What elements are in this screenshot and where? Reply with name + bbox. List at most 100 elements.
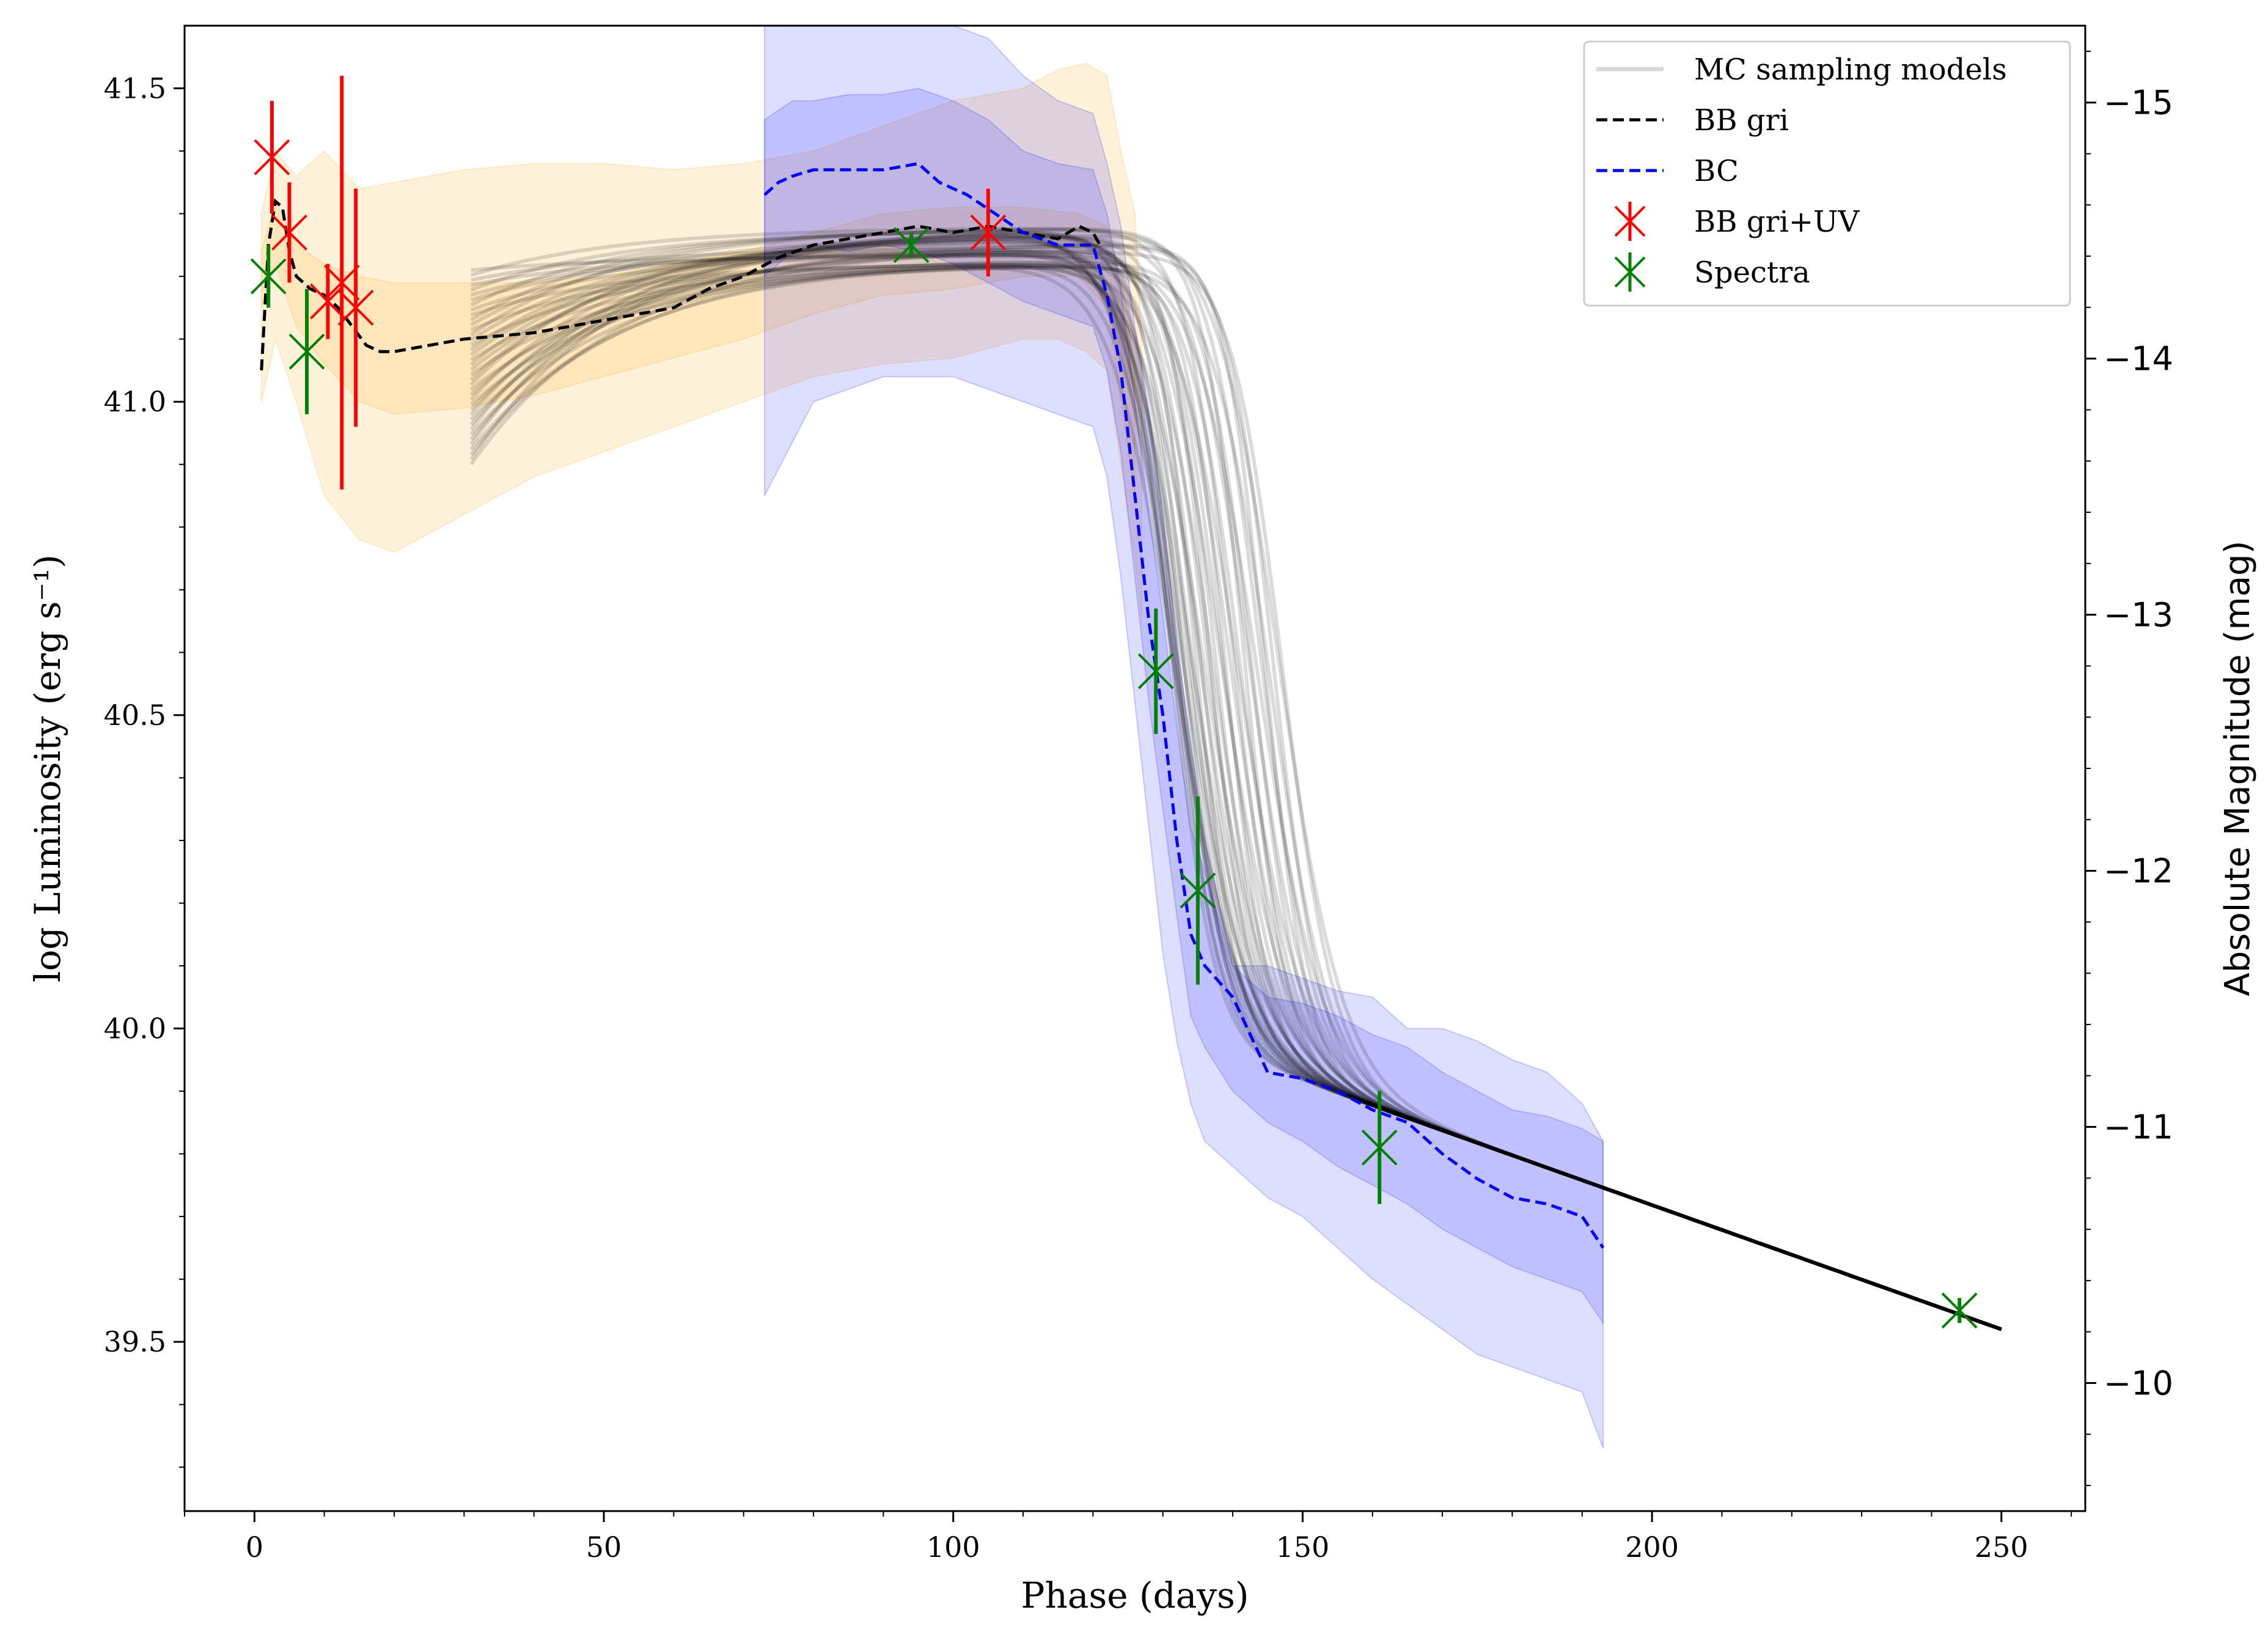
bb-uv-point-marker bbox=[323, 264, 360, 301]
mc-model-curve bbox=[470, 226, 2002, 1331]
x-tick-label: 50 bbox=[586, 1531, 622, 1564]
mc-model-curve bbox=[469, 237, 2002, 1331]
bb-uv-point bbox=[323, 76, 360, 490]
spectra-point-marker bbox=[250, 258, 287, 295]
legend-frame bbox=[1583, 40, 2071, 307]
bb-uv-point bbox=[271, 182, 307, 283]
mc-model-curve bbox=[470, 263, 2002, 1331]
y-axis-title: log Luminosity (erg s⁻¹) bbox=[27, 554, 68, 982]
y-tick-label: 41.5 bbox=[104, 72, 166, 105]
mc-model-curve bbox=[470, 228, 2002, 1331]
mc-model-curve bbox=[471, 248, 2002, 1331]
legend-mc-label: MC sampling models bbox=[1694, 53, 2007, 87]
spectra-point-marker bbox=[1361, 1129, 1398, 1166]
legend-bc-label: BC bbox=[1694, 154, 1739, 188]
spectra-point-marker bbox=[893, 227, 930, 263]
bb-uv-point bbox=[254, 101, 290, 214]
y-right-tick-label: −15 bbox=[2104, 84, 2173, 122]
mc-model-curve bbox=[470, 227, 2002, 1331]
bb-uv-point-marker bbox=[271, 214, 307, 251]
spectra-point bbox=[1361, 1091, 1398, 1204]
spectra-point bbox=[1941, 1292, 1978, 1329]
mc-model-curve bbox=[471, 253, 2002, 1331]
uncertainty-band-4 bbox=[764, 26, 1604, 1449]
mc-model-curve bbox=[469, 232, 2002, 1331]
mc-model-curve bbox=[470, 265, 2002, 1331]
mc-model-curve bbox=[469, 232, 2002, 1331]
mc-model-curve bbox=[469, 235, 2002, 1331]
mc-model-curve bbox=[469, 263, 2002, 1331]
spectra-point bbox=[893, 227, 930, 263]
mc-model-curve bbox=[469, 234, 2002, 1331]
mc-model-curve bbox=[470, 250, 2002, 1331]
bb-uv-point bbox=[337, 188, 374, 427]
mc-model-curve bbox=[470, 263, 2002, 1331]
x-tick-label: 250 bbox=[1975, 1531, 2028, 1564]
spectra-point-marker bbox=[1941, 1292, 1978, 1329]
x-tick-label: 200 bbox=[1625, 1531, 1679, 1564]
y-tick-label: 39.5 bbox=[104, 1325, 166, 1358]
y-right-tick-label: −14 bbox=[2104, 340, 2173, 378]
uncertainty-band-2 bbox=[260, 62, 1143, 622]
y-right-tick-label: −11 bbox=[2104, 1108, 2173, 1147]
y-tick-label: 40.5 bbox=[104, 699, 166, 732]
mc-model-curve bbox=[469, 249, 2002, 1331]
mc-model-curve bbox=[469, 248, 2002, 1331]
mc-model-curve bbox=[470, 240, 2002, 1331]
bc-line bbox=[763, 161, 1605, 1249]
mc-model-curve bbox=[469, 265, 2002, 1331]
mc-model-curve bbox=[469, 260, 2002, 1331]
spectra-point bbox=[288, 289, 325, 414]
uncertainty-bands bbox=[260, 26, 1604, 1449]
axes: 0 50 100 150 200 250 39.5 40.0 40.5 41.0 41.5 −10 −1… bbox=[104, 50, 2173, 1564]
mc-model-curve bbox=[469, 245, 2002, 1331]
mc-model-curve bbox=[469, 231, 2002, 1331]
x-tick-label: 150 bbox=[1276, 1531, 1330, 1564]
mc-model-curve bbox=[469, 243, 2002, 1331]
y-right-tick-label: −10 bbox=[2104, 1364, 2173, 1403]
spectra-point bbox=[250, 245, 287, 308]
spectra-point-marker bbox=[1180, 872, 1216, 909]
mc-model-curve bbox=[470, 253, 2002, 1331]
mc-model-curve bbox=[470, 243, 2002, 1331]
x-tick-label: 0 bbox=[246, 1531, 263, 1564]
legend-spectra-label: Spectra bbox=[1694, 256, 1810, 290]
legend-bb-uv-label: BB gri+UV bbox=[1694, 205, 1860, 239]
mc-model-curve bbox=[470, 230, 2002, 1331]
spectra-point-marker bbox=[288, 333, 325, 370]
mc-model-curve bbox=[469, 253, 2002, 1331]
bb-uv-point-marker bbox=[970, 214, 1007, 251]
legend-bb-gri-label: BB gri bbox=[1694, 103, 1789, 138]
mc-model-curve bbox=[469, 234, 2002, 1331]
legend-spectra-marker bbox=[1614, 252, 1646, 292]
mc-model-curve bbox=[469, 234, 2002, 1331]
mc-model-curve bbox=[470, 261, 2002, 1331]
spectra-point bbox=[1180, 796, 1216, 985]
legend-bb-uv-marker bbox=[1614, 202, 1646, 241]
mc-model-curve bbox=[470, 239, 2002, 1331]
spectra-point-marker bbox=[1137, 653, 1174, 690]
data-points bbox=[250, 76, 1978, 1329]
y-tick-label: 40.0 bbox=[104, 1012, 166, 1045]
x-tick-label: 100 bbox=[927, 1531, 980, 1564]
bb-uv-point-marker bbox=[337, 289, 374, 326]
mc-model-curves bbox=[469, 226, 2002, 1331]
y-right-tick-label: −13 bbox=[2104, 596, 2173, 635]
bb-uv-point-marker bbox=[254, 139, 290, 175]
mc-model-curve bbox=[470, 250, 2002, 1331]
spectra-point bbox=[1137, 608, 1174, 734]
x-axis-title: Phase (days) bbox=[1021, 1575, 1249, 1616]
mc-model-curve bbox=[470, 265, 2002, 1331]
bb-uv-point bbox=[970, 188, 1007, 277]
mc-model-curve bbox=[469, 263, 2002, 1331]
y-axis-right-title: Absolute Magnitude (mag) bbox=[2218, 540, 2258, 996]
mc-model-curve bbox=[470, 237, 2002, 1331]
y-right-tick-label: −12 bbox=[2104, 852, 2173, 891]
mc-model-curve bbox=[469, 265, 2002, 1331]
y-tick-label: 41.0 bbox=[104, 385, 166, 418]
mc-model-curve bbox=[470, 230, 2002, 1331]
mc-model-curve bbox=[469, 252, 2002, 1331]
legend: MC sampling models BB gri BC BB gri+UV S… bbox=[1583, 40, 2071, 307]
mc-model-curve bbox=[469, 264, 2002, 1331]
